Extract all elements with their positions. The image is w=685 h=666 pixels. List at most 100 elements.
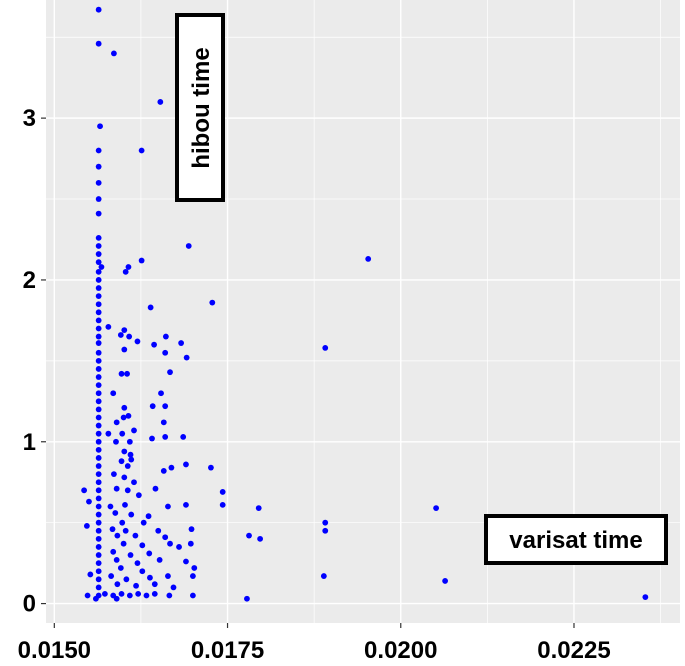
data-point (189, 573, 196, 579)
data-point (188, 526, 195, 533)
annotation-varisat-box (484, 514, 668, 565)
data-point (113, 419, 120, 426)
data-point (95, 366, 102, 372)
data-point (126, 592, 133, 599)
data-point (118, 590, 125, 597)
data-point (160, 419, 167, 426)
data-point (95, 576, 102, 583)
data-point (139, 568, 146, 575)
data-point (255, 505, 262, 512)
data-point (433, 505, 440, 512)
data-point (95, 210, 102, 217)
data-point (187, 540, 194, 547)
data-point (95, 277, 102, 283)
data-point (121, 346, 128, 353)
data-point (111, 471, 117, 478)
data-point (95, 511, 102, 518)
data-point (156, 556, 163, 563)
data-point (125, 264, 132, 270)
data-point (95, 446, 102, 453)
data-point (246, 532, 252, 539)
data-point (133, 582, 139, 589)
data-point (165, 503, 171, 510)
data-point (95, 340, 102, 346)
x-tick-label: 0.0225 (537, 637, 610, 664)
y-tick-label: 1 (23, 429, 36, 456)
data-point (149, 403, 156, 410)
data-point (138, 257, 145, 264)
data-point (208, 464, 214, 471)
data-point (86, 498, 92, 505)
data-point (95, 301, 102, 308)
data-point (95, 584, 102, 591)
data-point (209, 299, 216, 306)
data-point (167, 540, 173, 547)
data-point (160, 467, 167, 474)
annotation-varisat-label: varisat time (509, 527, 642, 554)
data-point (98, 264, 105, 270)
x-tick-label: 0.0150 (18, 637, 91, 664)
data-point (149, 435, 155, 442)
data-point (183, 461, 189, 468)
y-tick-label: 0 (23, 591, 36, 618)
x-tick-label: 0.0175 (191, 637, 264, 664)
y-tick-label: 2 (23, 267, 36, 294)
data-point (167, 369, 173, 376)
data-point (95, 293, 102, 300)
data-point (151, 341, 157, 348)
data-point (170, 584, 177, 591)
data-point (95, 414, 102, 421)
data-point (95, 495, 102, 502)
data-point (113, 438, 119, 445)
data-point (119, 430, 126, 437)
data-point (322, 519, 329, 526)
data-point (95, 243, 102, 249)
data-point (95, 374, 102, 380)
data-point (118, 458, 125, 465)
data-point (131, 479, 137, 486)
data-point (219, 501, 226, 508)
data-point (118, 370, 125, 377)
data-point (120, 540, 127, 547)
data-point (143, 592, 150, 599)
data-point (128, 511, 135, 518)
data-point (95, 463, 102, 469)
data-point (95, 503, 102, 510)
data-point (95, 40, 102, 47)
data-point (147, 574, 153, 581)
data-point (95, 163, 102, 170)
data-point (83, 523, 90, 529)
data-point (95, 560, 102, 567)
data-point (146, 550, 153, 557)
data-point (183, 501, 189, 508)
data-point (134, 560, 141, 567)
data-point (114, 581, 121, 588)
annotation-varisat-time: varisat time (484, 514, 668, 565)
data-point (107, 503, 114, 510)
data-point (95, 285, 102, 291)
data-point (183, 354, 190, 361)
data-point (95, 196, 102, 202)
data-point (135, 492, 142, 499)
data-points (81, 6, 649, 602)
data-point (162, 534, 169, 541)
annotation-hibou-label: hibou time (188, 47, 215, 168)
data-point (183, 558, 189, 565)
data-point (110, 548, 117, 555)
data-point (95, 544, 102, 550)
data-point (114, 532, 121, 539)
data-point (131, 427, 137, 434)
data-point (125, 412, 132, 419)
data-point (162, 434, 169, 440)
data-point (105, 430, 112, 437)
data-point (134, 338, 141, 345)
data-point (155, 527, 162, 534)
data-point (95, 479, 102, 486)
data-point (105, 323, 112, 330)
data-point (95, 317, 102, 324)
data-point (157, 99, 164, 105)
data-point (87, 571, 94, 578)
data-point (147, 304, 154, 311)
y-axis-tick-labels: 0 1 2 3 (23, 105, 36, 617)
data-point (185, 243, 192, 249)
